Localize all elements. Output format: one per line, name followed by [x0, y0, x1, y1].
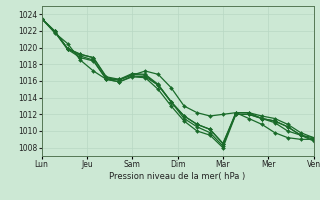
X-axis label: Pression niveau de la mer( hPa ): Pression niveau de la mer( hPa ) — [109, 172, 246, 181]
